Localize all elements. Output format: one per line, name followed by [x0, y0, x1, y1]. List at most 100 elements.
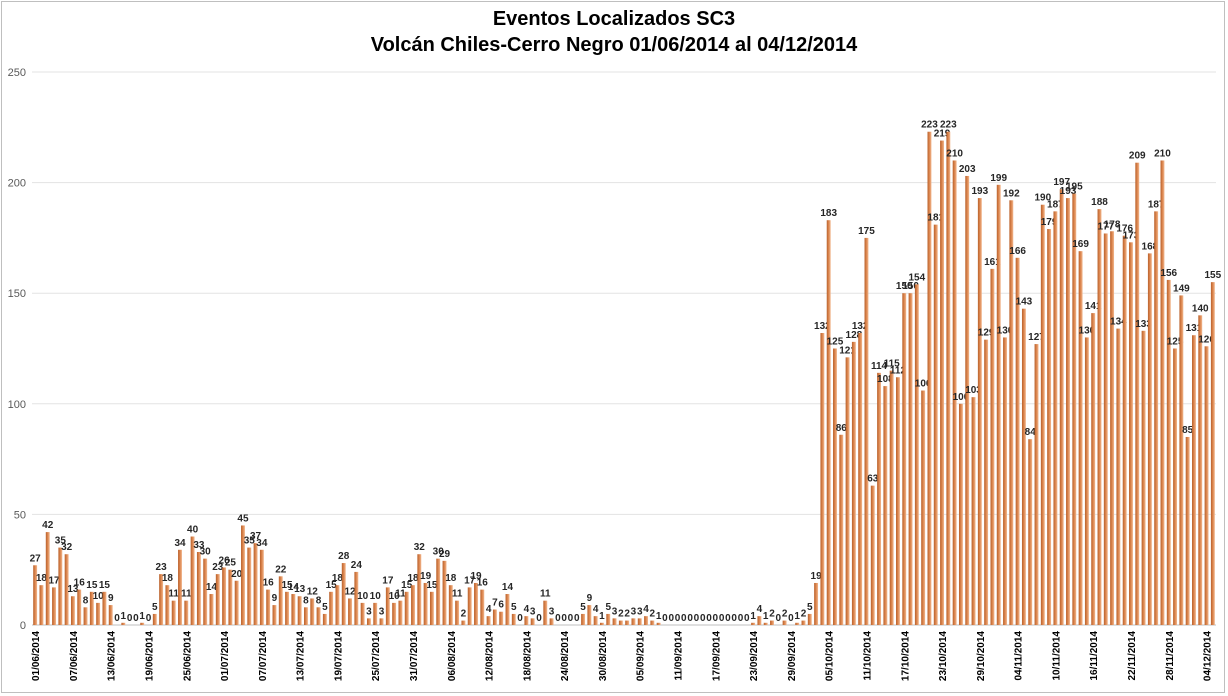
data-label: 187	[1148, 199, 1165, 210]
bar	[1129, 242, 1133, 625]
bar	[801, 620, 806, 625]
data-label: 0	[744, 613, 750, 624]
data-label: 143	[1016, 297, 1033, 308]
bar	[851, 341, 856, 625]
data-label: 2	[624, 609, 630, 620]
data-label: 37	[250, 531, 262, 542]
data-label: 20	[231, 569, 243, 580]
data-label: 8	[83, 595, 89, 606]
bar	[1204, 346, 1209, 625]
data-label: 0	[675, 613, 681, 624]
data-label: 15	[426, 580, 438, 591]
bar	[826, 220, 831, 626]
data-label: 3	[612, 606, 618, 617]
data-label: 4	[486, 604, 492, 615]
data-label: 16	[74, 578, 86, 589]
data-label: 35	[244, 536, 256, 547]
data-label: 26	[219, 555, 231, 566]
bar	[996, 184, 1001, 625]
bar	[341, 563, 346, 625]
bar	[385, 587, 390, 625]
bar	[64, 554, 69, 625]
data-label: 190	[1034, 193, 1051, 204]
bar	[877, 372, 882, 625]
data-label: 203	[959, 164, 976, 175]
data-label: 0	[517, 613, 523, 624]
data-label: 150	[902, 281, 919, 292]
data-label: 0	[725, 613, 731, 624]
data-label: 15	[401, 580, 413, 591]
data-label: 32	[414, 542, 426, 553]
data-label: 10	[370, 591, 382, 602]
data-label: 18	[445, 573, 457, 584]
data-label: 0	[114, 613, 120, 624]
data-label: 1	[794, 611, 800, 622]
bar	[499, 611, 504, 625]
bar	[1116, 328, 1121, 625]
data-label: 15	[99, 580, 111, 591]
bar	[196, 552, 201, 625]
bar	[921, 390, 926, 625]
data-label: 0	[713, 613, 719, 624]
data-label: 223	[921, 120, 938, 131]
bar	[1066, 198, 1070, 626]
bar	[291, 594, 296, 625]
data-label: 166	[1009, 246, 1026, 257]
y-tick-label: 150	[8, 288, 26, 300]
bar	[423, 582, 428, 625]
bar	[908, 293, 913, 625]
bar	[310, 598, 315, 625]
bar	[436, 558, 441, 625]
bar	[442, 560, 447, 625]
data-label: 125	[827, 337, 844, 348]
bar	[429, 591, 434, 625]
data-label: 161	[984, 257, 1001, 268]
data-label: 42	[42, 520, 54, 531]
x-tick-label: 04/12/2014	[1203, 631, 1214, 681]
data-label: 11	[181, 589, 192, 600]
bar	[417, 554, 422, 625]
data-label: 129	[978, 328, 995, 339]
bar	[1110, 231, 1115, 625]
x-tick-label: 17/10/2014	[900, 631, 911, 681]
data-label: 2	[650, 609, 656, 620]
data-label: 19	[811, 571, 823, 582]
data-label: 2	[769, 609, 775, 620]
data-label: 195	[1066, 182, 1083, 193]
data-label: 131	[1186, 323, 1203, 334]
data-label: 103	[965, 385, 982, 396]
data-label: 16	[263, 578, 275, 589]
data-label: 5	[807, 602, 813, 613]
data-label: 197	[1053, 177, 1070, 188]
bar	[1160, 160, 1165, 626]
x-tick-label: 11/10/2014	[862, 631, 873, 681]
x-tick-label: 05/09/2014	[636, 631, 647, 681]
bar	[70, 596, 75, 625]
bar	[1198, 315, 1203, 625]
bar	[379, 618, 384, 625]
chart-title: Eventos Localizados SC3 Volcán Chiles-Ce…	[0, 6, 1228, 58]
data-label: 132	[814, 321, 831, 332]
data-label: 210	[1154, 148, 1171, 159]
data-label: 5	[605, 602, 611, 613]
data-label: 219	[934, 129, 951, 140]
bar	[39, 585, 44, 625]
data-label: 15	[86, 580, 98, 591]
bar	[656, 622, 661, 625]
bar	[215, 574, 220, 625]
data-label: 18	[332, 573, 344, 584]
bar	[1173, 348, 1178, 625]
data-label: 1	[750, 611, 756, 622]
data-label: 13	[294, 584, 306, 595]
data-label: 193	[971, 186, 988, 197]
data-label: 14	[206, 582, 218, 593]
bar	[543, 600, 548, 625]
data-label: 5	[511, 602, 517, 613]
data-label: 1	[599, 611, 605, 622]
bar	[304, 607, 308, 625]
bar	[618, 620, 623, 625]
x-tick-label: 29/09/2014	[787, 631, 798, 681]
data-label: 10	[389, 591, 401, 602]
data-label: 156	[1160, 268, 1177, 279]
